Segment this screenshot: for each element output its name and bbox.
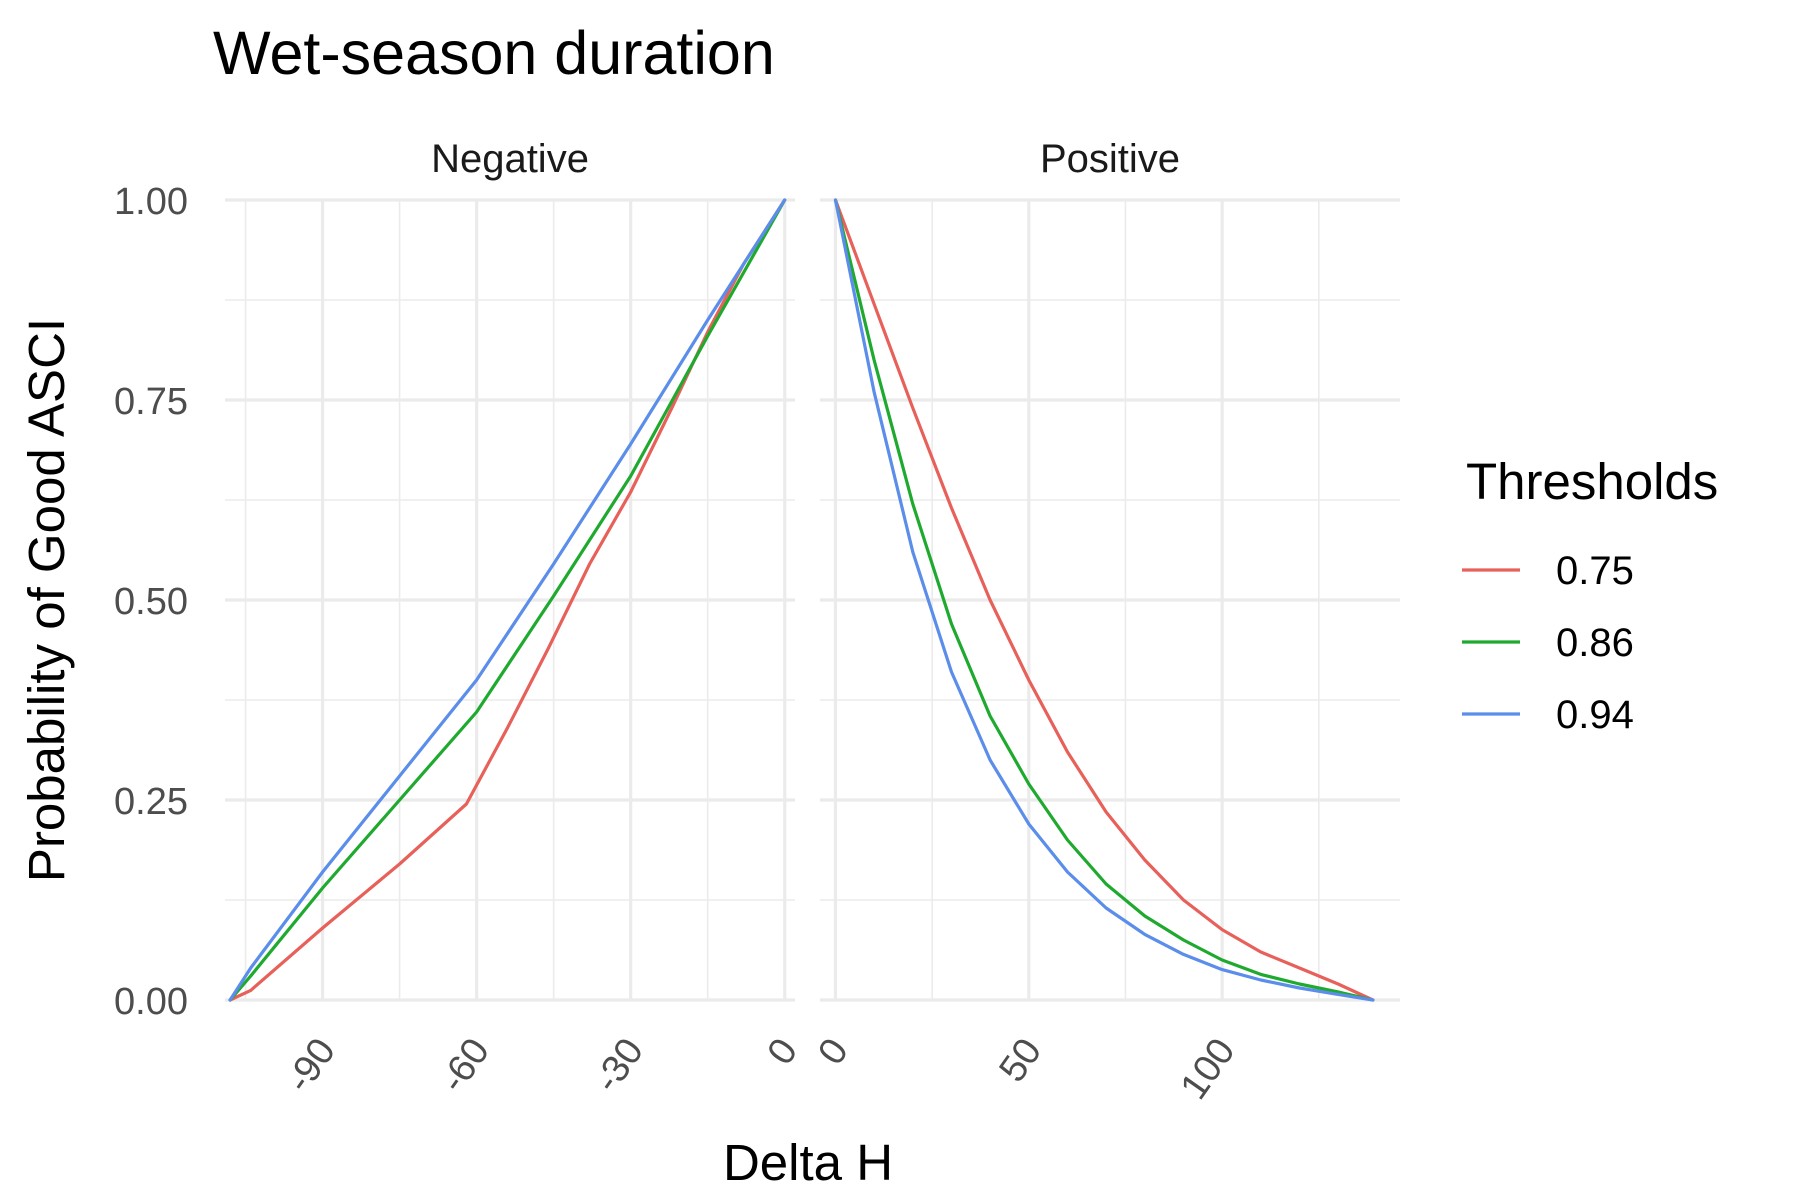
x-tick-label-positive: 50 <box>992 1031 1051 1090</box>
y-tick-label: 0.50 <box>114 581 188 623</box>
x-tick-label-positive: 100 <box>1173 1031 1244 1107</box>
x-tick-label-negative: -30 <box>586 1031 652 1100</box>
y-tick-label: 1.00 <box>114 181 188 223</box>
x-tick-label-negative: -60 <box>432 1031 498 1100</box>
y-axis-label: Probability of Good ASCI <box>18 318 75 882</box>
y-tick-label: 0.00 <box>114 981 188 1023</box>
x-tick-label-negative: 0 <box>760 1031 807 1072</box>
legend-label: 0.75 <box>1556 549 1634 593</box>
x-tick-label-negative: -90 <box>278 1031 344 1100</box>
x-tick-label-positive: 0 <box>810 1031 857 1072</box>
panel-positive: 0 50 100 Positive <box>810 137 1400 1107</box>
panel-negative: -90 -60 -30 0 Negative <box>225 137 806 1100</box>
series-line-positive-0_86 <box>833 198 1375 1002</box>
series-line-negative-0_75 <box>228 198 787 1002</box>
legend-label: 0.86 <box>1556 621 1634 665</box>
y-tick-label: 0.75 <box>114 381 188 423</box>
y-axis: 0.00 0.25 0.50 0.75 1.00 <box>114 181 188 1023</box>
series-line-positive-0_94 <box>833 198 1375 1002</box>
facet-label-negative: Negative <box>431 137 589 181</box>
series-line-negative-0_86 <box>228 198 787 1002</box>
y-tick-label: 0.25 <box>114 781 188 823</box>
legend-title: Thresholds <box>1466 453 1718 510</box>
series-line-positive-0_75 <box>833 198 1375 1002</box>
legend-label: 0.94 <box>1556 693 1634 737</box>
series-line-negative-0_94 <box>228 198 787 1002</box>
x-axis-label: Delta H <box>723 1134 893 1191</box>
legend: Thresholds 0.75 0.86 0.94 <box>1462 453 1718 737</box>
facet-label-positive: Positive <box>1040 137 1180 181</box>
chart-title: Wet-season duration <box>213 19 775 87</box>
